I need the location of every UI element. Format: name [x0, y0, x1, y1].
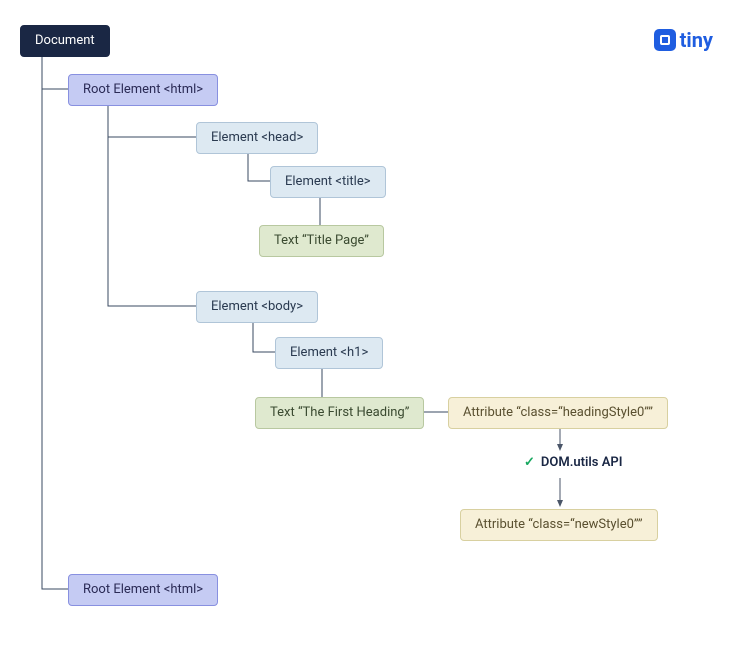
tiny-logo-icon	[654, 29, 676, 51]
node-text-title-page: Text “Title Page”	[259, 225, 384, 257]
node-root-html-top: Root Element <html>	[68, 74, 218, 106]
node-attr-heading-style: Attribute “class=“headingStyle0””	[448, 397, 668, 429]
tiny-logo: tiny	[654, 28, 713, 52]
node-text-first-heading: Text “The First Heading”	[255, 397, 424, 429]
tiny-logo-text: tiny	[680, 28, 713, 52]
check-icon: ✓	[524, 455, 535, 470]
api-label-text: DOM.utils API	[541, 455, 623, 470]
node-element-head: Element <head>	[196, 122, 318, 154]
node-attr-new-style: Attribute “class=“newStyle0””	[460, 509, 658, 541]
api-label: ✓ DOM.utils API	[524, 455, 622, 470]
node-document: Document	[20, 25, 110, 57]
node-root-html-bottom: Root Element <html>	[68, 574, 218, 606]
node-element-body: Element <body>	[196, 291, 318, 323]
node-element-title: Element <title>	[270, 166, 386, 198]
node-element-h1: Element <h1>	[275, 337, 383, 369]
